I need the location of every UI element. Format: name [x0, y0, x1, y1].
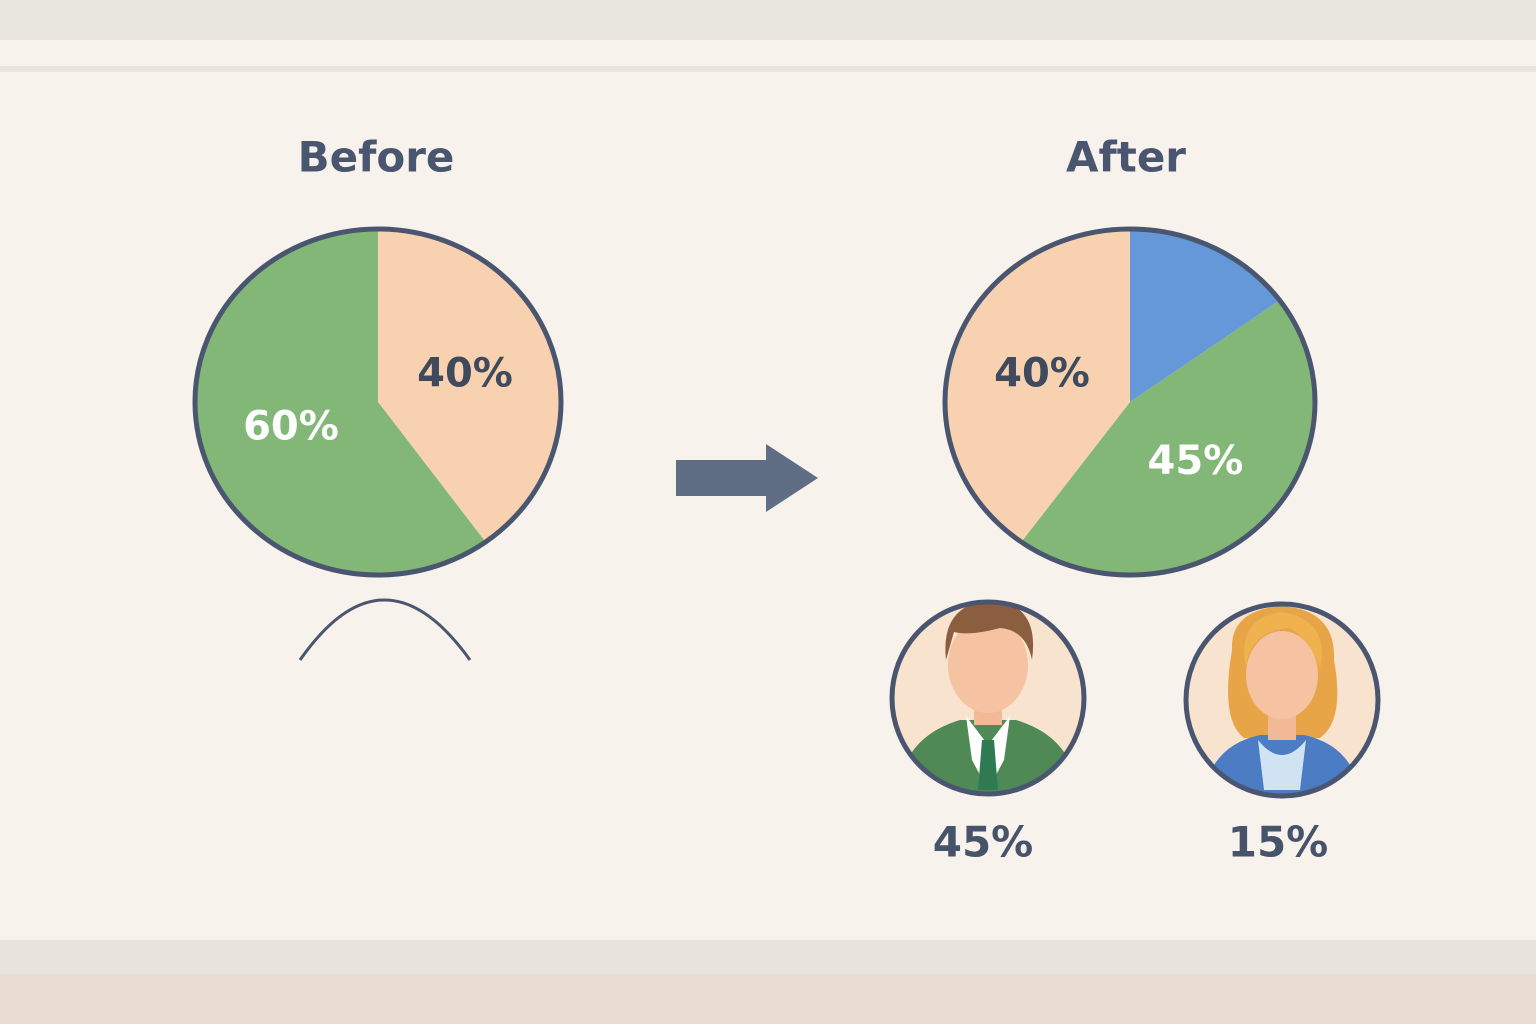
pie-before: 40% 60% — [192, 226, 564, 578]
avatar-value-label: 45% — [933, 818, 1034, 867]
top-rule — [0, 66, 1536, 72]
slice-label: 60% — [243, 404, 339, 450]
pie-slice — [194, 229, 486, 575]
slice-label: 40% — [994, 350, 1090, 396]
pie-slice — [1130, 229, 1280, 402]
chart-title: Before — [298, 133, 455, 182]
avatar-value-label: 15% — [1228, 818, 1329, 867]
arrow — [676, 444, 818, 512]
pie-after: 45% 40% — [942, 226, 1318, 578]
slice-label: 45% — [1148, 438, 1244, 484]
bottom-bar — [0, 940, 1536, 974]
avatar-man — [889, 599, 1087, 797]
bottom-strip — [0, 974, 1536, 1024]
pie-slice — [378, 229, 561, 542]
pie-outline — [942, 226, 1318, 578]
pie-slice — [1021, 300, 1315, 575]
chart-title: After — [1066, 133, 1186, 182]
avatar-woman — [1183, 601, 1381, 799]
pie-outline — [192, 226, 564, 578]
frown — [298, 598, 472, 661]
pie-slice — [945, 229, 1130, 542]
top-bar — [0, 0, 1536, 40]
slice-label: 40% — [417, 350, 513, 396]
